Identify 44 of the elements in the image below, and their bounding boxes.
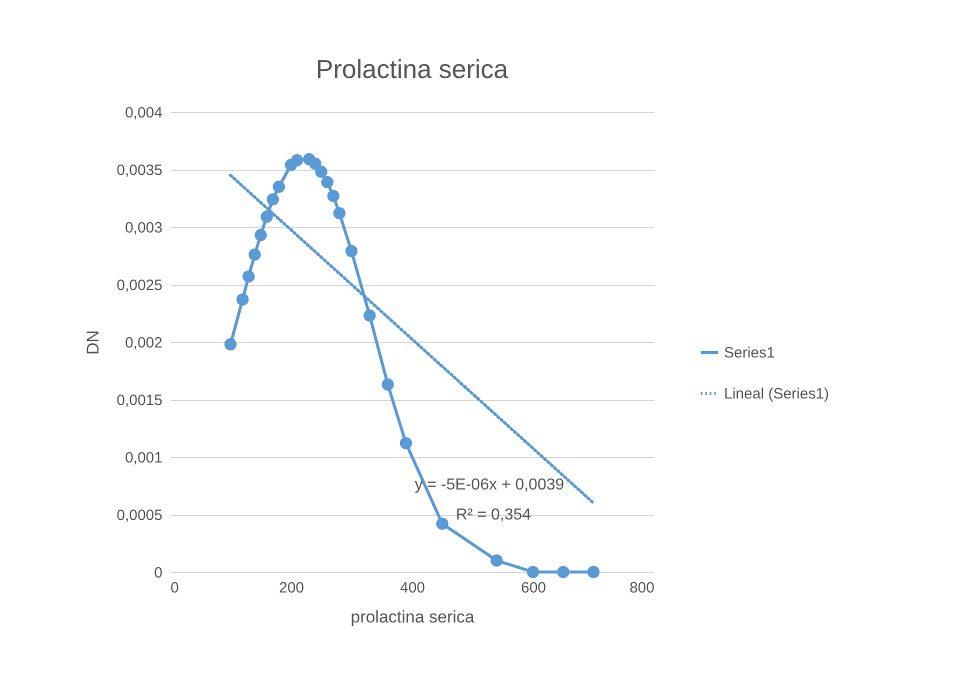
annotation: R² = 0,354 — [456, 506, 532, 524]
x-tick-label: 200 — [278, 580, 304, 596]
point — [236, 293, 249, 306]
point — [309, 158, 322, 170]
point — [436, 518, 448, 530]
point — [345, 245, 358, 258]
x-tick-label: 400 — [400, 580, 426, 596]
point — [321, 176, 334, 188]
x-tick-label: 600 — [520, 580, 546, 596]
y-tick-label: 0,0035 — [116, 162, 162, 179]
y-axis-title: DN — [84, 330, 103, 355]
y-tick-label: 0,003 — [124, 220, 162, 236]
point — [490, 554, 503, 567]
point — [327, 190, 340, 202]
annotation: y = -5E-06x + 0,0039 — [414, 476, 564, 494]
y-tick-label: 0 — [154, 564, 162, 582]
chart-title: Prolactina serica — [316, 54, 509, 84]
point — [587, 566, 600, 578]
point — [248, 248, 261, 261]
y-tick-label: 0,001 — [124, 450, 162, 466]
legend-label: Lineal (Series1) — [724, 386, 830, 402]
y-tick-label: 0,002 — [124, 334, 162, 352]
y-tick-label: 0,0015 — [116, 392, 162, 409]
x-tick-label: 0 — [170, 580, 179, 596]
point — [526, 566, 540, 578]
point — [260, 210, 273, 223]
point — [266, 193, 279, 206]
point — [315, 166, 328, 178]
point — [333, 207, 346, 220]
x-axis-title: prolactina serica — [350, 608, 475, 626]
point — [272, 180, 286, 193]
x-tick-label: 800 — [629, 580, 654, 596]
point — [364, 309, 376, 322]
point — [254, 228, 267, 242]
point — [382, 378, 394, 391]
y-tick-label: 0,0025 — [116, 277, 162, 294]
y-tick-label: 0,004 — [124, 104, 162, 122]
point — [242, 270, 255, 283]
point — [557, 566, 570, 578]
legend-label: Series1 — [724, 344, 775, 362]
point — [224, 338, 237, 350]
point — [290, 154, 304, 166]
y-tick-label: 0,0005 — [116, 507, 162, 524]
point — [400, 437, 412, 450]
